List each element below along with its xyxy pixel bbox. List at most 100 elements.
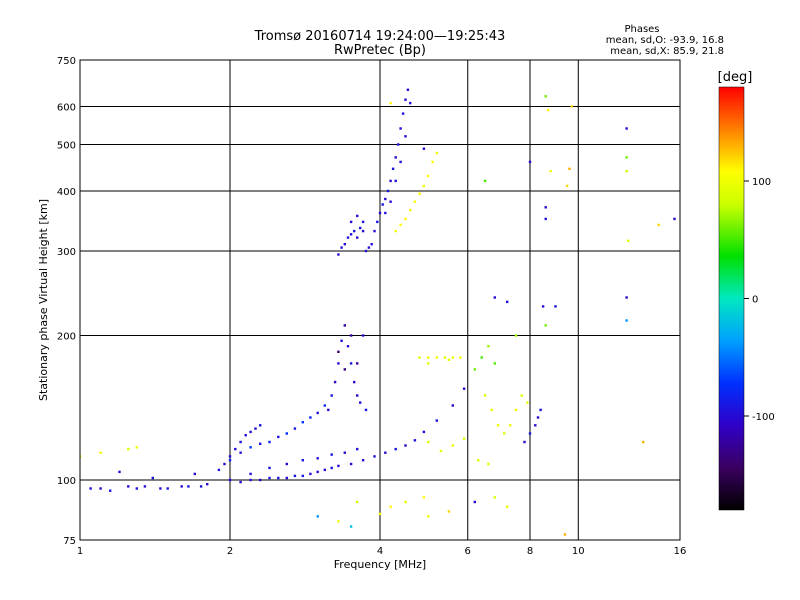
data-point xyxy=(503,432,506,435)
data-point xyxy=(327,408,330,412)
data-point xyxy=(439,449,443,453)
data-point xyxy=(356,447,359,451)
data-point xyxy=(536,416,540,419)
data-point xyxy=(462,387,466,390)
data-point xyxy=(447,510,451,513)
data-point xyxy=(389,200,392,203)
data-point xyxy=(493,496,496,499)
data-point xyxy=(506,300,509,304)
y-tick-label: 500 xyxy=(57,141,76,152)
data-point xyxy=(356,500,359,504)
data-point xyxy=(394,447,397,451)
data-point xyxy=(239,440,242,444)
data-point xyxy=(406,88,410,91)
data-point xyxy=(378,211,382,215)
data-point xyxy=(343,451,346,454)
data-point xyxy=(127,485,130,488)
data-point xyxy=(254,427,257,430)
data-point xyxy=(528,432,532,435)
data-point xyxy=(293,427,297,430)
data-point xyxy=(520,394,523,397)
data-point xyxy=(109,489,112,492)
data-point xyxy=(566,184,569,188)
data-point xyxy=(528,160,532,164)
data-point xyxy=(343,243,346,246)
data-point xyxy=(356,214,359,218)
data-point xyxy=(490,408,493,412)
data-point xyxy=(277,476,280,480)
data-point xyxy=(384,451,387,454)
data-point xyxy=(359,401,362,404)
data-point xyxy=(487,462,490,466)
data-point xyxy=(301,474,304,478)
x-tick-label: 2 xyxy=(227,546,233,557)
y-tick-label: 750 xyxy=(57,56,76,67)
data-point xyxy=(563,533,567,536)
data-point xyxy=(391,167,395,170)
data-point xyxy=(361,334,365,337)
data-point xyxy=(514,334,518,337)
data-point xyxy=(544,95,547,98)
data-point xyxy=(451,404,454,407)
data-point xyxy=(361,459,365,462)
data-point xyxy=(418,356,421,359)
data-point xyxy=(399,127,402,130)
data-point xyxy=(443,356,447,359)
data-point xyxy=(422,184,426,188)
data-point xyxy=(625,296,628,299)
data-point xyxy=(159,487,162,490)
data-point xyxy=(370,243,373,246)
data-point xyxy=(459,356,462,359)
data-point xyxy=(625,127,628,130)
data-point xyxy=(151,476,154,480)
data-point xyxy=(89,487,92,490)
colorbar xyxy=(718,86,745,511)
y-tick-label: 600 xyxy=(57,103,76,114)
data-point xyxy=(346,345,350,348)
data-point xyxy=(180,485,183,488)
data-point xyxy=(330,394,333,397)
y-tick-label: 200 xyxy=(57,332,76,343)
phase-info-o: mean, sd,O: -93.9, 16.8 xyxy=(606,35,724,46)
data-point xyxy=(249,430,252,434)
data-point xyxy=(234,447,237,451)
data-point xyxy=(361,220,365,224)
data-point xyxy=(337,464,340,468)
data-point xyxy=(435,356,438,359)
x-tick-labels: 1 2 4 6 8 10 16 xyxy=(77,546,687,557)
data-point xyxy=(99,451,102,454)
data-point xyxy=(293,474,297,478)
data-point xyxy=(330,453,333,456)
data-point xyxy=(340,246,343,249)
data-point xyxy=(422,496,426,499)
data-point xyxy=(394,229,397,233)
phase-info-title: Phases xyxy=(624,24,659,35)
data-point xyxy=(356,394,359,397)
data-point xyxy=(435,151,438,155)
data-point xyxy=(570,105,573,108)
data-point xyxy=(544,324,547,327)
data-point xyxy=(394,179,397,183)
data-point xyxy=(483,179,487,183)
data-point xyxy=(427,440,430,444)
phase-info-x: mean, sd,X: 85.9, 21.8 xyxy=(610,46,724,57)
data-point xyxy=(404,135,407,138)
data-point xyxy=(135,487,138,490)
data-point xyxy=(143,485,147,488)
data-point xyxy=(447,358,451,361)
data-point xyxy=(541,305,545,308)
data-points xyxy=(80,88,676,536)
data-point xyxy=(539,408,542,412)
y-tick-label: 400 xyxy=(57,187,76,198)
data-point xyxy=(493,296,496,299)
data-point xyxy=(404,217,407,221)
data-point xyxy=(349,334,353,337)
data-point xyxy=(364,249,368,253)
data-point xyxy=(127,447,130,451)
colorbar-label: [deg] xyxy=(718,70,753,85)
data-point xyxy=(523,440,526,444)
y-tick-labels: 75 100 200 300 400 500 600 750 xyxy=(57,56,76,547)
y-tick-label: 300 xyxy=(57,247,76,258)
data-point xyxy=(625,170,628,173)
chart-subtitle: RwPretec (Bp) xyxy=(334,43,426,58)
